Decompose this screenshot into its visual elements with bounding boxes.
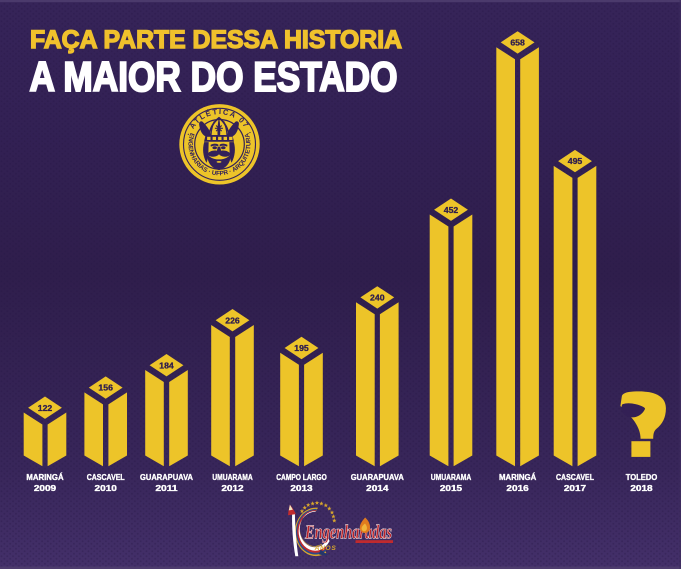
- svg-text:2010: 2010: [95, 483, 118, 493]
- svg-text:2012: 2012: [221, 483, 244, 493]
- svg-text:MARINGÁ: MARINGÁ: [499, 472, 536, 482]
- svg-text:452: 452: [444, 205, 459, 215]
- svg-text:2016: 2016: [506, 483, 529, 493]
- svg-text:CASCAVEL: CASCAVEL: [87, 472, 125, 482]
- svg-text:122: 122: [38, 403, 53, 413]
- svg-text:2018: 2018: [630, 483, 653, 493]
- svg-text:2014: 2014: [366, 483, 389, 493]
- svg-text:FAÇA PARTE DESSA HISTORIA: FAÇA PARTE DESSA HISTORIA: [30, 26, 402, 54]
- svg-text:ANOS: ANOS: [314, 545, 337, 552]
- svg-text:2013: 2013: [290, 483, 313, 493]
- svg-text:2011: 2011: [155, 483, 178, 493]
- svg-text:UMUARAMA: UMUARAMA: [212, 472, 253, 482]
- svg-text:UMUARAMA: UMUARAMA: [431, 472, 472, 482]
- svg-text:GUARAPUAVA: GUARAPUAVA: [140, 472, 193, 482]
- svg-text:495: 495: [568, 156, 583, 166]
- svg-text:240: 240: [370, 293, 385, 303]
- svg-text:2017: 2017: [564, 483, 587, 493]
- svg-text:195: 195: [294, 343, 309, 353]
- svg-text:2015: 2015: [440, 483, 463, 493]
- svg-text:Engenharadas: Engenharadas: [304, 522, 392, 544]
- svg-text:GUARAPUAVA: GUARAPUAVA: [351, 472, 404, 482]
- svg-text:MARINGÁ: MARINGÁ: [26, 472, 63, 482]
- svg-text:226: 226: [225, 315, 240, 325]
- svg-text:CAMPO LARGO: CAMPO LARGO: [276, 472, 327, 482]
- svg-text:TOLEDO: TOLEDO: [626, 472, 658, 482]
- svg-text:CASCAVEL: CASCAVEL: [556, 472, 594, 482]
- svg-text:184: 184: [159, 360, 174, 370]
- svg-text:2009: 2009: [34, 483, 57, 493]
- svg-text:A MAIOR DO ESTADO: A MAIOR DO ESTADO: [30, 53, 398, 100]
- svg-text:658: 658: [510, 38, 525, 48]
- svg-text:156: 156: [98, 383, 113, 393]
